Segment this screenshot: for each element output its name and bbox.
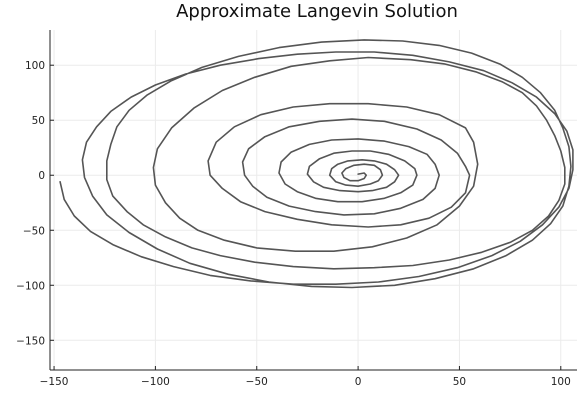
- x-tick-label: 100: [551, 376, 571, 388]
- x-tick-label: −50: [246, 376, 268, 388]
- x-tick-label: −100: [141, 376, 170, 388]
- y-tick-label: −50: [23, 225, 45, 237]
- x-tick-labels: −150 −100 −50 0 50 100: [40, 366, 571, 388]
- y-tick-label: −100: [16, 280, 45, 292]
- y-tick-labels: −150 −100 −50 0 50 100: [16, 60, 54, 347]
- axes: [49, 30, 577, 371]
- y-tick-label: 0: [38, 170, 45, 182]
- y-tick-label: −150: [16, 335, 45, 347]
- series-layer: [59, 39, 574, 289]
- series-line: [59, 39, 574, 289]
- y-tick-label: 100: [25, 60, 45, 72]
- x-tick-label: 50: [453, 376, 466, 388]
- x-tick-label: 0: [355, 376, 362, 388]
- chart-title: Approximate Langevin Solution: [176, 1, 458, 22]
- y-tick-label: 50: [32, 115, 45, 127]
- x-tick-label: −150: [40, 376, 69, 388]
